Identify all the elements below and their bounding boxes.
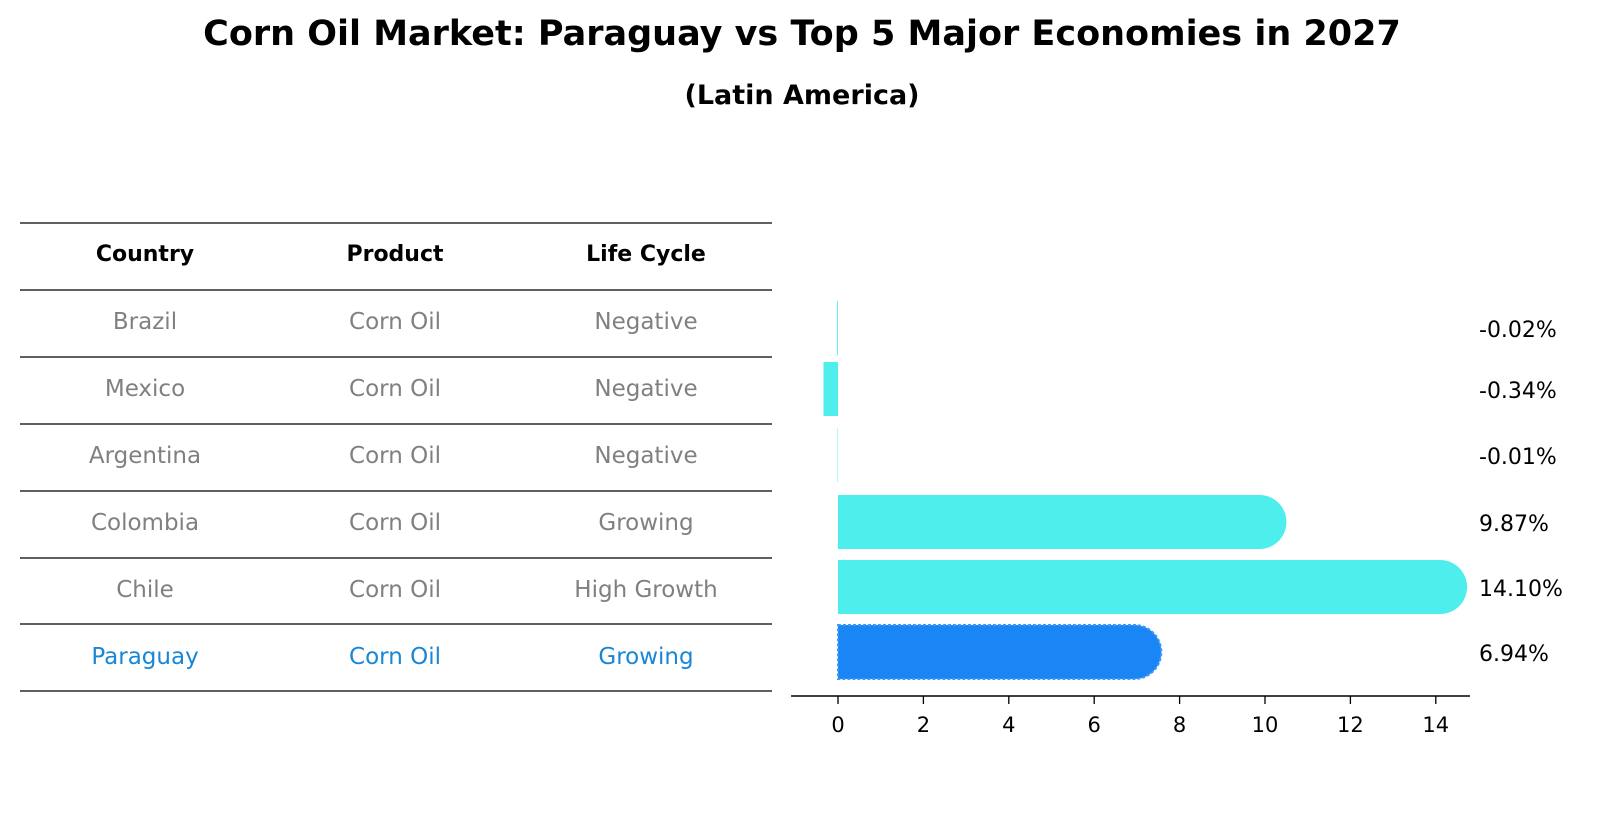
table-cell: Corn Oil [349, 443, 441, 469]
bar [837, 624, 1163, 680]
x-tick-label: 14 [1422, 713, 1449, 737]
table-cell: Paraguay [91, 644, 198, 670]
table-cell: Colombia [91, 510, 199, 536]
bar-value-label: 14.10% [1479, 577, 1563, 602]
bar [837, 301, 838, 355]
bar-value-label: 9.87% [1479, 512, 1549, 537]
x-tick-label: 8 [1173, 713, 1186, 737]
table-cell: Corn Oil [349, 577, 441, 603]
bar [823, 362, 838, 416]
table-cell: Argentina [89, 443, 201, 469]
x-tick-label: 6 [1088, 713, 1101, 737]
bar-value-label: 6.94% [1479, 642, 1549, 667]
bar [838, 495, 1287, 549]
table-cell: Negative [594, 443, 697, 469]
table-header: Product [346, 242, 444, 267]
bar [838, 560, 1468, 614]
table-cell: Brazil [113, 309, 177, 335]
x-tick-label: 4 [1002, 713, 1015, 737]
chart-subtitle: (Latin America) [684, 80, 920, 111]
data-table: Country Product Life Cycle Brazil Corn Oil Ne… [20, 222, 772, 692]
bar-value-label: -0.34% [1479, 379, 1557, 404]
table-header: Country [96, 242, 194, 267]
table-cell: Corn Oil [349, 376, 441, 402]
chart-title: Corn Oil Market: Paraguay vs Top 5 Major… [203, 14, 1401, 54]
table-cell: High Growth [574, 577, 717, 603]
table-cell: Corn Oil [349, 644, 441, 670]
x-tick-label: 10 [1252, 713, 1279, 737]
bar-value-label: -0.02% [1479, 318, 1557, 343]
x-tick-label: 12 [1337, 713, 1364, 737]
table-cell: Chile [116, 577, 174, 603]
bar-value-label: -0.01% [1479, 445, 1557, 470]
table-cell: Mexico [105, 376, 185, 402]
table-cell: Negative [594, 376, 697, 402]
table-cell: Growing [598, 510, 693, 536]
x-tick-label: 2 [917, 713, 930, 737]
table-cell: Negative [594, 309, 697, 335]
table-cell: Corn Oil [349, 510, 441, 536]
table-header: Life Cycle [586, 242, 706, 267]
table-cell: Corn Oil [349, 309, 441, 335]
x-tick-label: 0 [831, 713, 844, 737]
table-cell: Growing [598, 644, 693, 670]
